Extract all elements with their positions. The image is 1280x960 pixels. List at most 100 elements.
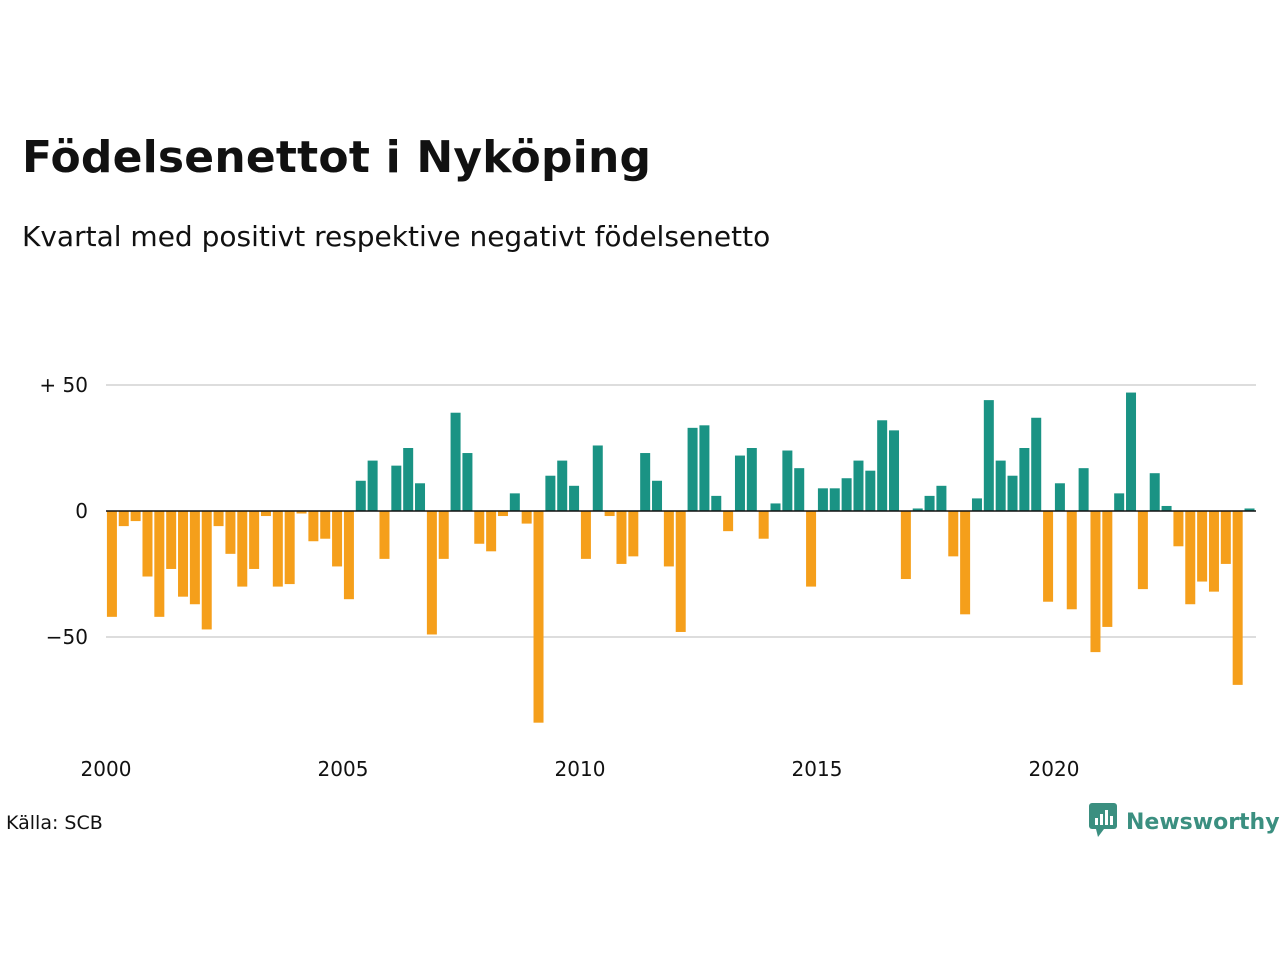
- y-tick-label: + 50: [39, 373, 88, 397]
- bar: [1031, 417, 1042, 511]
- x-tick-label: 2020: [1029, 757, 1080, 781]
- bar: [142, 511, 153, 577]
- bar: [486, 511, 497, 552]
- bar: [462, 453, 473, 511]
- source-note: Källa: SCB: [6, 812, 103, 834]
- bar: [1114, 493, 1125, 511]
- bar: [450, 412, 461, 511]
- bar: [853, 460, 864, 511]
- bar: [723, 511, 734, 532]
- bar: [308, 511, 319, 542]
- bar: [130, 511, 141, 522]
- bar: [640, 453, 651, 511]
- bar: [166, 511, 177, 569]
- bar: [1244, 508, 1255, 511]
- bar: [616, 511, 627, 564]
- x-tick-label: 2010: [555, 757, 606, 781]
- bar: [628, 511, 639, 557]
- bar: [320, 511, 331, 539]
- bar: [758, 511, 769, 539]
- y-axis-ticks: + 50 0 −50: [39, 373, 88, 649]
- bar: [260, 511, 271, 517]
- bar: [189, 511, 200, 605]
- brand-name: Newsworthy: [1126, 809, 1280, 835]
- bar: [1220, 511, 1231, 564]
- bar: [533, 511, 544, 723]
- bar: [865, 470, 876, 511]
- bar: [1173, 511, 1184, 547]
- bar: [806, 511, 817, 587]
- bar: [154, 511, 165, 617]
- bar: [900, 511, 911, 580]
- bar: [1149, 473, 1160, 511]
- bar: [711, 495, 722, 511]
- bar: [652, 480, 663, 511]
- bar: [936, 485, 947, 511]
- bar: [509, 493, 520, 511]
- bar: [924, 495, 935, 511]
- bar: [225, 511, 236, 554]
- bar: [367, 460, 378, 511]
- bar: [675, 511, 686, 632]
- bar: [106, 511, 117, 617]
- bar: [604, 511, 615, 517]
- bar: [237, 511, 248, 587]
- bar: [296, 511, 307, 514]
- bar: [1102, 511, 1113, 627]
- bar: [1197, 511, 1208, 582]
- bar: [1185, 511, 1196, 605]
- bar: [794, 468, 805, 511]
- bar: [1232, 511, 1243, 685]
- gridlines: [106, 384, 1256, 638]
- bar: [178, 511, 189, 597]
- bar: [1090, 511, 1101, 653]
- brand: Newsworthy: [1088, 802, 1280, 842]
- bar: [1054, 483, 1065, 511]
- bar: [474, 511, 485, 544]
- bar: [877, 420, 888, 511]
- bar: [960, 511, 971, 615]
- bar: [1078, 468, 1089, 511]
- bar: [438, 511, 449, 559]
- bar: [699, 425, 710, 511]
- bar: [497, 511, 508, 517]
- bar: [1066, 511, 1077, 610]
- bar: [663, 511, 674, 567]
- x-tick-label: 2015: [792, 757, 843, 781]
- bar: [249, 511, 260, 569]
- bar: [734, 455, 745, 511]
- bar: [426, 511, 437, 635]
- bar: [592, 445, 603, 511]
- bar: [201, 511, 212, 630]
- bar: [782, 450, 793, 511]
- bar: [889, 430, 900, 511]
- bar: [118, 511, 129, 527]
- bar: [948, 511, 959, 557]
- x-tick-label: 2000: [81, 757, 132, 781]
- bar: [272, 511, 283, 587]
- bar: [355, 480, 366, 511]
- bar: [841, 478, 852, 511]
- bar: [1007, 475, 1018, 511]
- bar: [1043, 511, 1054, 602]
- bar: [912, 508, 923, 511]
- bar: [569, 485, 580, 511]
- newsworthy-logo-icon: [1088, 802, 1118, 842]
- chart-title: Födelsenettot i Nyköping: [22, 132, 652, 183]
- bar: [557, 460, 568, 511]
- bar: [687, 427, 698, 511]
- bar: [817, 488, 828, 511]
- chart-subtitle: Kvartal med positivt respektive negativt…: [22, 220, 771, 253]
- bar: [995, 460, 1006, 511]
- bar: [213, 511, 224, 527]
- bar: [1208, 511, 1219, 592]
- x-tick-label: 2005: [318, 757, 369, 781]
- bar: [770, 503, 781, 511]
- bar: [521, 511, 532, 524]
- bar: [379, 511, 390, 559]
- bar: [1161, 505, 1172, 511]
- x-axis-ticks: 2000 2005 2010 2015 2020: [81, 757, 1080, 781]
- bar: [983, 400, 994, 511]
- bar: [1137, 511, 1148, 590]
